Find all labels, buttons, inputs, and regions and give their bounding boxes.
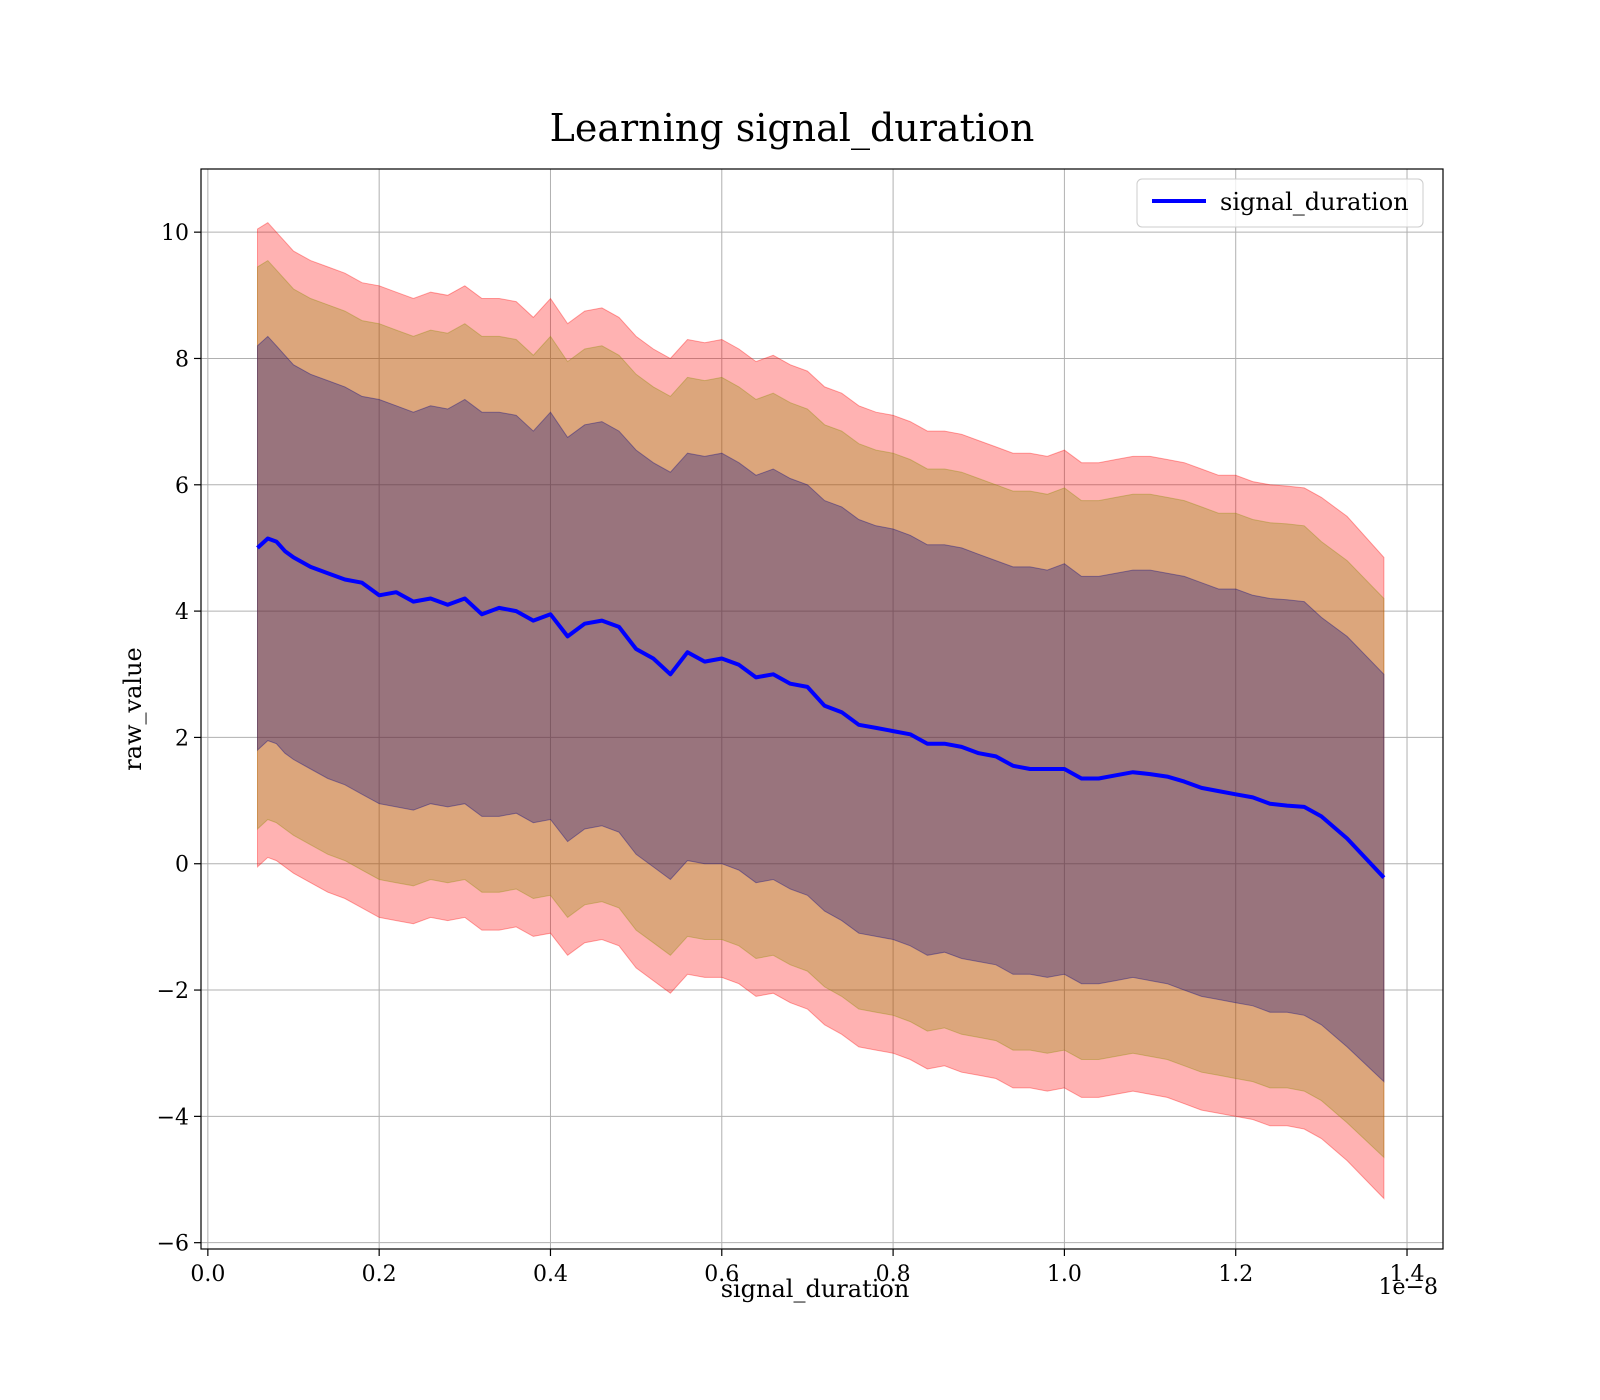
legend: signal_duration [1136, 178, 1424, 228]
legend-frame [1136, 178, 1424, 228]
confidence-band-3 [257, 335, 1385, 1083]
y-tick-label: 10 [161, 221, 189, 246]
y-tick-label: 2 [175, 726, 189, 751]
band-layer [257, 222, 1385, 1200]
x-tick-label: 0.6 [704, 1262, 739, 1287]
x-tick-label: 0.0 [190, 1262, 225, 1287]
y-tick-label: −4 [157, 1105, 189, 1130]
confidence-band-2 [257, 259, 1385, 1159]
y-axis-label: raw_value [119, 647, 147, 771]
y-tick-label: −2 [157, 979, 189, 1004]
x-tick-label: 0.4 [533, 1262, 568, 1287]
tick-layer: 0.0 0.2 0.4 0.6 0.8 1.0 1.2 1.4 −6 −4 −2 0 2 4 6 8 10 [157, 221, 1425, 1287]
y-tick-label: 8 [175, 347, 189, 372]
x-tick-label: 1.2 [1218, 1262, 1253, 1287]
x-axis-label: signal_duration [721, 1275, 910, 1303]
confidence-band-1 [257, 222, 1385, 1200]
x-tick-label: 1.4 [1390, 1262, 1425, 1287]
x-offset-label: 1e−8 [1379, 1275, 1438, 1300]
chart-title: Learning signal_duration [550, 106, 1035, 151]
plot-frame [200, 168, 1444, 1250]
y-tick-label: −6 [157, 1232, 189, 1257]
y-tick-label: 0 [175, 853, 189, 878]
series-line-signal-duration [256, 536, 1386, 879]
x-tick-label: 0.2 [362, 1262, 397, 1287]
y-tick-label: 4 [175, 600, 189, 625]
x-tick-label: 0.8 [876, 1262, 911, 1287]
line-layer [256, 536, 1386, 879]
y-tick-label: 6 [175, 474, 189, 499]
legend-label: signal_duration [1220, 188, 1409, 216]
x-tick-label: 1.0 [1047, 1262, 1082, 1287]
grid-layer [201, 169, 1443, 1249]
